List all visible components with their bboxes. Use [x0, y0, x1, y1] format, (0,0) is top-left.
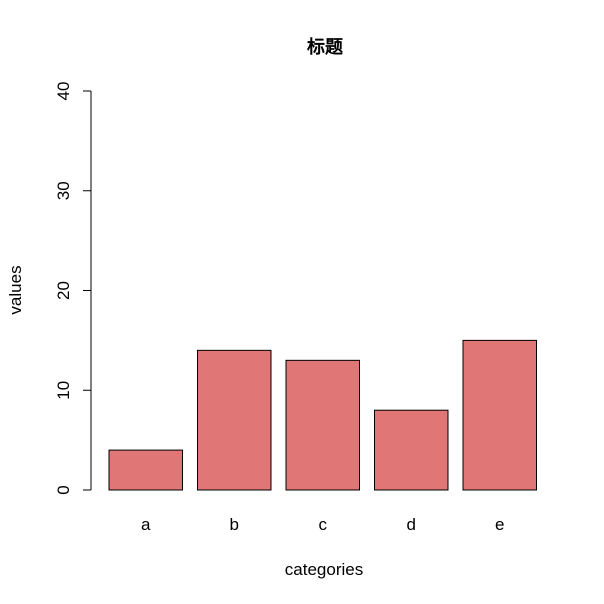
y-axis: 0 10 20 30 40: [54, 82, 92, 495]
x-tick-label-e: e: [495, 515, 504, 534]
bar-c: [285, 359, 360, 491]
bar-e: [462, 339, 537, 491]
x-tick-label-a: a: [141, 515, 151, 534]
x-tick-labels: a b c d e: [141, 515, 504, 534]
x-tick-label-b: b: [230, 515, 239, 534]
y-tick-label: 20: [54, 281, 73, 300]
x-tick-label-d: d: [407, 515, 416, 534]
x-axis-label: categories: [285, 560, 363, 579]
x-tick-label-c: c: [319, 515, 328, 534]
bar-d: [374, 409, 449, 491]
y-axis-label: values: [6, 265, 25, 314]
y-tick-label: 10: [54, 381, 73, 400]
y-tick-label: 40: [54, 82, 73, 101]
bars-group: [108, 339, 537, 491]
bar-b: [197, 349, 272, 491]
bar-a: [108, 449, 183, 491]
chart-title: 标题: [306, 36, 344, 58]
y-tick-label: 0: [54, 485, 73, 494]
y-tick-label: 30: [54, 181, 73, 200]
